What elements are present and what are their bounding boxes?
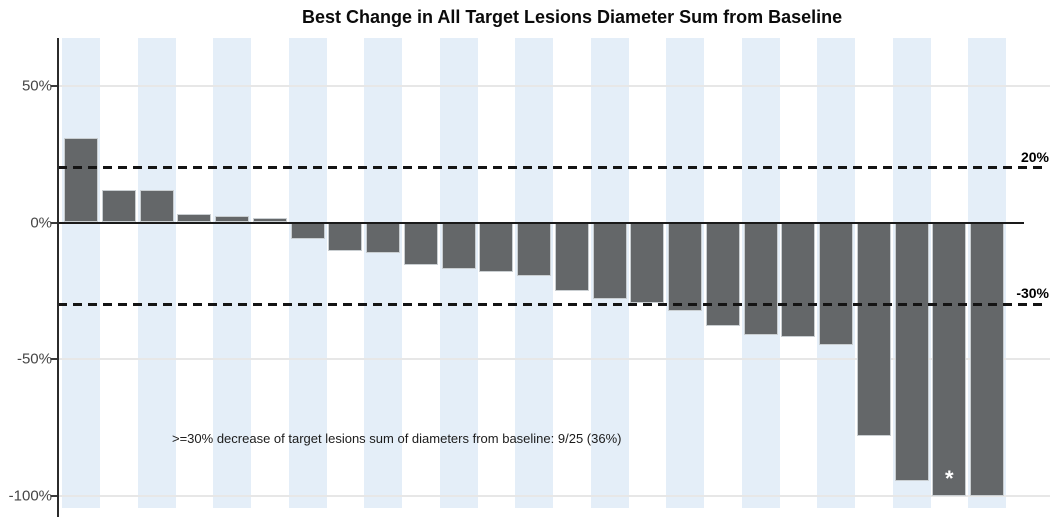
patient-bar — [932, 222, 967, 496]
patient-bar — [290, 222, 325, 239]
ytick-mark-50% — [51, 84, 58, 87]
patient-bar — [64, 137, 98, 223]
patient-bar — [630, 222, 665, 304]
y-axis-line — [57, 38, 59, 517]
patient-bar — [139, 189, 174, 223]
reference-line-20% — [58, 166, 1046, 170]
patient-bar — [479, 222, 514, 272]
patient-bar — [894, 222, 929, 481]
patient-bar — [403, 222, 438, 265]
patient-bar — [668, 222, 702, 312]
patient-bar — [781, 222, 816, 338]
patient-bar — [970, 222, 1004, 496]
patient-bar — [554, 222, 589, 291]
ytick-label-0%: 0% — [30, 214, 52, 231]
reference-line--30% — [58, 302, 1046, 306]
zero-baseline — [57, 221, 1024, 224]
patient-bar — [517, 222, 551, 276]
patient-bar — [819, 222, 853, 346]
patient-bar — [441, 222, 476, 269]
chart-title: Best Change in All Target Lesions Diamet… — [302, 7, 843, 27]
background-band — [213, 38, 251, 508]
patient-bar — [101, 189, 136, 223]
reference-label-20%: 20% — [1020, 148, 1049, 165]
patient-bar — [743, 222, 778, 335]
ytick-mark-0% — [51, 221, 58, 224]
ytick-mark--100% — [51, 494, 58, 497]
gridline--50% — [58, 358, 1050, 361]
patient-bar — [856, 222, 891, 436]
background-band — [439, 38, 478, 508]
ytick-label--50%: -50% — [16, 350, 52, 368]
background-band — [364, 38, 402, 508]
asterisk-marker: * — [944, 466, 954, 491]
patient-bar — [705, 222, 740, 327]
ytick-mark--50% — [51, 358, 58, 361]
gridline-50% — [58, 84, 1050, 87]
patient-bar — [592, 222, 627, 300]
background-band — [137, 38, 176, 508]
background-band — [288, 38, 327, 508]
response-rate-annotation: >=30% decrease of target lesions sum of … — [172, 431, 622, 446]
gridline--100% — [58, 494, 1050, 497]
patient-bar — [366, 222, 400, 253]
ytick-label--100%: -100% — [8, 487, 52, 505]
ytick-label-50%: 50% — [21, 77, 52, 95]
reference-label--30%: -30% — [1016, 285, 1049, 302]
patient-bar — [328, 222, 363, 252]
background-band — [62, 38, 100, 508]
